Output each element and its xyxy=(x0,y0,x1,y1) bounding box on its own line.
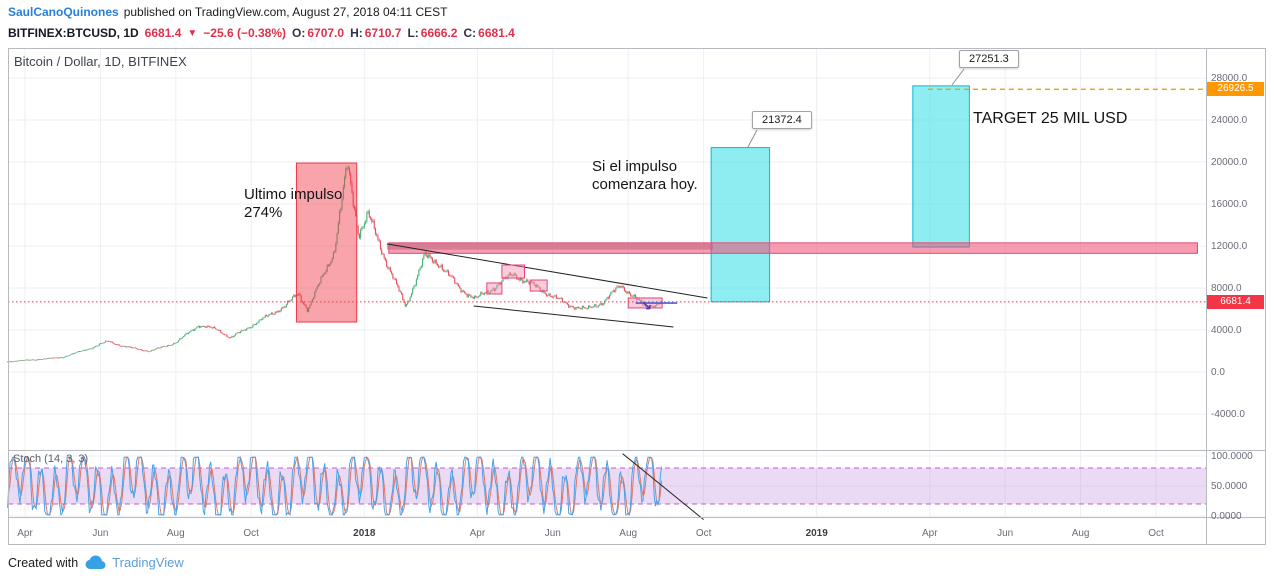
low-label: L: xyxy=(407,26,419,40)
svg-text:Jun: Jun xyxy=(545,528,561,539)
stoch-d-line xyxy=(7,455,663,516)
svg-text:2018: 2018 xyxy=(353,528,376,539)
low-value: 6666.2 xyxy=(420,26,458,40)
price-change: −25.6 (−0.38%) xyxy=(203,26,287,40)
svg-text:↘: ↘ xyxy=(641,298,652,313)
close-label: C: xyxy=(463,26,477,40)
symbol-name[interactable]: BITFINEX:BTCUSD, 1D xyxy=(8,26,139,40)
high-value: 6710.7 xyxy=(364,26,402,40)
svg-text:Jun: Jun xyxy=(92,528,108,539)
open-label: O: xyxy=(292,26,306,40)
annotation-line: 274% xyxy=(244,204,283,221)
tradingview-logo-icon[interactable] xyxy=(84,555,106,570)
svg-text:2019: 2019 xyxy=(806,528,829,539)
annotation-impulse: Ultimo impulso 274% xyxy=(244,186,342,222)
svg-text:Jun: Jun xyxy=(997,528,1013,539)
ohlc-close: C: 6681.4 xyxy=(463,26,514,40)
created-with-text: Created with xyxy=(8,555,79,570)
ohlc-open: O: 6707.0 xyxy=(292,26,344,40)
svg-text:0.0: 0.0 xyxy=(1211,367,1225,378)
svg-text:Oct: Oct xyxy=(243,528,259,539)
svg-text:50.0000: 50.0000 xyxy=(1211,481,1248,492)
svg-text:Apr: Apr xyxy=(17,528,33,539)
open-value: 6707.0 xyxy=(307,26,345,40)
annotation-target: TARGET 25 MIL USD xyxy=(973,110,1128,127)
svg-text:Apr: Apr xyxy=(922,528,938,539)
svg-text:Aug: Aug xyxy=(1072,528,1090,539)
ohlc-high: H: 6710.7 xyxy=(350,26,401,40)
stoch-indicator-label: Stoch (14, 3, 3) xyxy=(13,453,89,465)
close-value: 6681.4 xyxy=(478,26,515,40)
annotation-line: Ultimo impulso xyxy=(244,186,343,203)
chart-title: Bitcoin / Dollar, 1D, BITFINEX xyxy=(14,54,187,69)
svg-text:8000.0: 8000.0 xyxy=(1211,283,1242,294)
svg-text:0.0000: 0.0000 xyxy=(1211,511,1242,522)
annotation-line: comenzara hoy. xyxy=(592,176,698,193)
author-link[interactable]: SaulCanoQuinones xyxy=(8,5,119,19)
svg-text:100.0000: 100.0000 xyxy=(1211,451,1253,462)
svg-text:4000.0: 4000.0 xyxy=(1211,325,1242,336)
svg-text:24000.0: 24000.0 xyxy=(1211,115,1248,126)
svg-text:Aug: Aug xyxy=(167,528,185,539)
svg-text:16000.0: 16000.0 xyxy=(1211,199,1248,210)
svg-text:28000.0: 28000.0 xyxy=(1211,73,1248,84)
price-badge-orange-line: 26926.5 xyxy=(1207,82,1264,96)
price-badge-current: 6681.4 xyxy=(1207,295,1264,309)
svg-text:Oct: Oct xyxy=(1148,528,1164,539)
down-arrow-icon: ▼ xyxy=(187,27,198,39)
price-callout-21372: 21372.4 xyxy=(752,111,812,129)
price-callout-27251: 27251.3 xyxy=(959,50,1019,68)
footer: Created with TradingView xyxy=(8,555,184,570)
stoch-k-line xyxy=(7,456,663,517)
high-label: H: xyxy=(350,26,363,40)
annotation-line: Si el impulso xyxy=(592,158,678,175)
annotation-scenario: Si el impulso comenzara hoy. xyxy=(592,158,698,194)
svg-text:Apr: Apr xyxy=(470,528,486,539)
last-price: 6681.4 xyxy=(144,26,182,40)
svg-text:Aug: Aug xyxy=(619,528,637,539)
tradingview-brand-link[interactable]: TradingView xyxy=(112,555,184,570)
ohlc-low: L: 6666.2 xyxy=(407,26,457,40)
svg-text:Oct: Oct xyxy=(696,528,712,539)
publisher-bar: SaulCanoQuinones published on TradingView… xyxy=(8,5,447,19)
svg-text:20000.0: 20000.0 xyxy=(1211,157,1248,168)
svg-text:12000.0: 12000.0 xyxy=(1211,241,1248,252)
symbol-info-bar: BITFINEX:BTCUSD, 1D 6681.4 ▼ −25.6 (−0.3… xyxy=(8,26,515,40)
publish-info: published on TradingView.com, August 27,… xyxy=(123,5,448,19)
svg-text:-4000.0: -4000.0 xyxy=(1211,409,1245,420)
